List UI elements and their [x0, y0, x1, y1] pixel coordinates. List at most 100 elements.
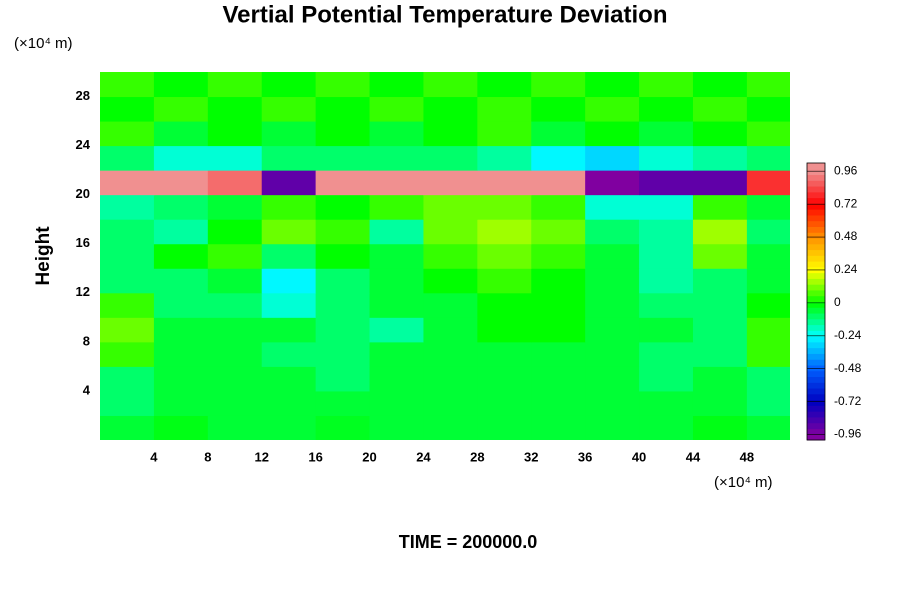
colorbar-swatch	[807, 197, 825, 204]
heatmap-cell	[585, 194, 640, 220]
heatmap-cell	[315, 268, 371, 294]
colorbar-swatch	[807, 209, 825, 216]
heatmap-cell	[692, 121, 748, 147]
heatmap-cell	[261, 366, 317, 392]
heatmap-cell	[261, 317, 317, 343]
heatmap-cell	[477, 366, 532, 392]
heatmap-cell	[315, 415, 371, 440]
heatmap-cell	[153, 170, 209, 196]
heatmap-cell	[315, 317, 371, 343]
colorbar-swatch	[807, 203, 825, 210]
heatmap-cell	[639, 194, 694, 220]
heatmap-cell	[207, 170, 263, 196]
heatmap-cell	[153, 72, 209, 98]
heatmap-cell	[585, 292, 640, 318]
heatmap-cell	[207, 194, 263, 220]
chart-title: Vertial Potential Temperature Deviation	[222, 1, 667, 28]
heatmap-cell	[477, 145, 532, 171]
heatmap-cell	[639, 121, 694, 147]
heatmap-cell	[531, 96, 586, 122]
colorbar-swatch	[807, 278, 825, 285]
heatmap-cell	[477, 170, 532, 196]
x-tick-label: 24	[416, 449, 431, 464]
heatmap-cell	[746, 170, 790, 196]
colorbar-swatch	[807, 341, 825, 349]
heatmap-cell	[100, 72, 155, 98]
heatmap-cell	[585, 341, 640, 367]
heatmap-cell	[531, 366, 586, 392]
heatmap-cell	[153, 243, 209, 269]
heatmap-cell	[315, 219, 371, 245]
heatmap-cell	[207, 415, 263, 440]
heatmap-cell	[315, 341, 371, 367]
heatmap-cell	[639, 243, 694, 269]
colorbar-swatch	[807, 163, 825, 170]
x-tick-label: 40	[632, 449, 646, 464]
heatmap-cell	[153, 121, 209, 147]
y-tick-label: 4	[83, 382, 91, 397]
heatmap-cell	[746, 390, 790, 416]
heatmap-cell	[639, 415, 694, 440]
heatmap-cell	[261, 145, 317, 171]
colorbar-tick-label: 0.24	[834, 262, 858, 276]
x-tick-label: 20	[362, 449, 376, 464]
heatmap-cell	[369, 390, 424, 416]
heatmap-cell	[261, 96, 317, 122]
heatmap-cell	[261, 341, 317, 367]
heatmap-cell	[585, 415, 640, 440]
heatmap-cell	[369, 292, 424, 318]
heatmap-cell	[531, 121, 586, 147]
heatmap-cell	[207, 219, 263, 245]
heatmap-cell	[369, 243, 424, 269]
colorbar-frame	[806, 162, 826, 441]
colorbar-swatch	[807, 405, 825, 412]
heatmap-cell	[423, 145, 478, 171]
heatmap-cell	[369, 194, 424, 220]
heatmap-cell	[585, 72, 640, 98]
heatmap-cell	[153, 268, 209, 294]
heatmap-cell	[585, 317, 640, 343]
heatmap-cell	[423, 96, 478, 122]
x-tick-label: 32	[524, 449, 538, 464]
heatmap-cell	[153, 194, 209, 220]
heatmap-cell	[746, 415, 790, 440]
heatmap-cell	[369, 268, 424, 294]
heatmap-cell	[477, 390, 532, 416]
colorbar-swatch	[807, 313, 825, 320]
heatmap-cell	[423, 170, 478, 196]
heatmap-cell	[746, 96, 790, 122]
heatmap-cell	[369, 170, 424, 196]
heatmap-cell	[477, 72, 532, 98]
heatmap-cell	[315, 390, 371, 416]
heatmap-cell	[369, 121, 424, 147]
heatmap-cell	[369, 219, 424, 245]
heatmap-cell	[315, 292, 371, 318]
heatmap-cell	[585, 219, 640, 245]
heatmap-cell	[153, 317, 209, 343]
heatmap-cell	[423, 268, 478, 294]
heatmap-cell	[531, 317, 586, 343]
heatmap-cell	[423, 317, 478, 343]
heatmap-cell	[153, 390, 209, 416]
heatmap-cell	[692, 341, 748, 367]
colorbar-tick-label: -0.24	[834, 328, 862, 342]
heatmap-cell	[531, 390, 586, 416]
heatmap-cell	[100, 390, 155, 416]
heatmap-cell	[423, 366, 478, 392]
y-tick-label: 12	[76, 284, 90, 299]
colorbar-swatch	[807, 174, 825, 181]
colorbar-tick-label: -0.72	[834, 394, 862, 408]
y-tick-label: 28	[76, 88, 90, 103]
heatmap-cell	[585, 366, 640, 392]
heatmap-cell	[692, 390, 748, 416]
heatmap-cell	[423, 219, 478, 245]
colorbar-swatch	[807, 399, 825, 406]
heatmap-cell	[315, 170, 371, 196]
x-tick-label: 4	[150, 449, 158, 464]
heatmap-cell	[153, 292, 209, 318]
colorbar-swatch	[807, 382, 825, 389]
colorbar-swatch	[807, 284, 825, 291]
colorbar-swatch	[807, 411, 825, 418]
heatmap-cell	[261, 415, 317, 440]
heatmap-cell	[100, 194, 155, 220]
